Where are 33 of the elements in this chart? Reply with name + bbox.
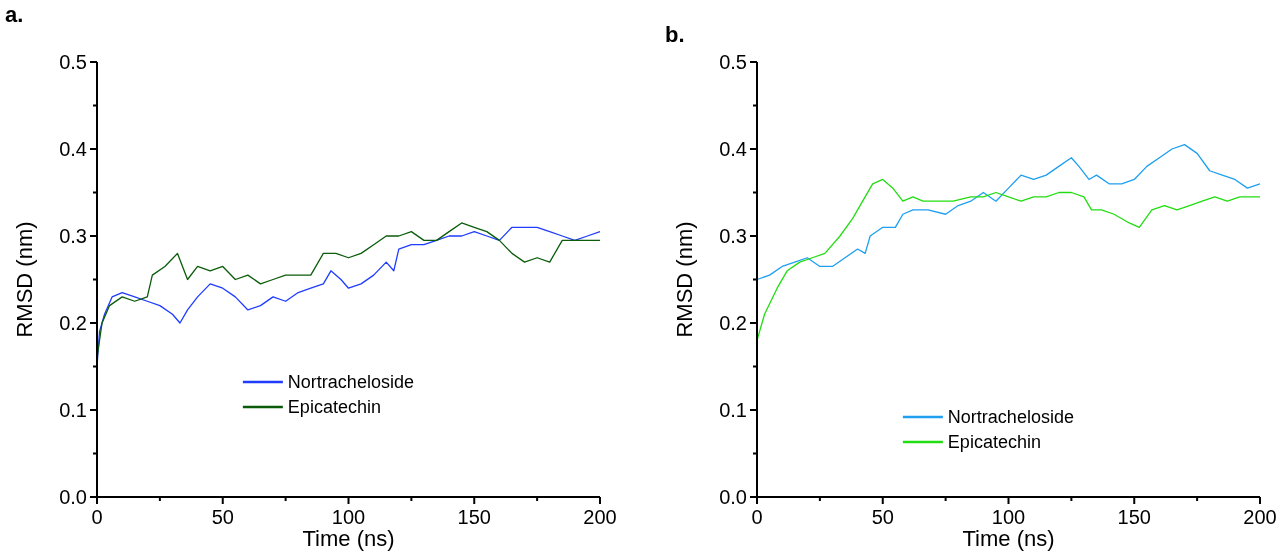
x-tick-label: 200 [583, 506, 617, 528]
y-tick-label: 0.4 [719, 138, 747, 160]
legend-label: Epicatechin [287, 397, 381, 417]
x-tick-label: 0 [751, 506, 763, 528]
y-tick-label: 0.2 [59, 312, 87, 334]
x-tick-label: 150 [457, 506, 491, 528]
x-tick-label: 0 [91, 506, 103, 528]
x-tick-label: 200 [1243, 506, 1277, 528]
text: a. [5, 2, 24, 27]
y-tick-label: 0.1 [59, 399, 87, 421]
x-axis-title: Time (ns) [302, 526, 395, 551]
line-series [756, 144, 1261, 281]
x-tick-label: 150 [1117, 506, 1151, 528]
y-tick-label: 0.3 [719, 225, 747, 247]
y-tick-label: 0.0 [719, 486, 747, 508]
x-tick-label: 100 [991, 506, 1026, 528]
y-tick-label: 0.5 [59, 51, 87, 73]
y-tick-label: 0.0 [59, 486, 87, 508]
y-axis-title: RMSD (nm) [672, 221, 697, 338]
text: b. [665, 22, 685, 47]
legend-label: Nortracheloside [287, 372, 414, 392]
y-tick-label: 0.3 [59, 225, 87, 247]
y-tick-label: 0.1 [719, 399, 747, 421]
x-tick-label: 50 [211, 506, 234, 528]
y-axis-title: RMSD (nm) [12, 221, 37, 338]
y-tick-label: 0.2 [719, 312, 747, 334]
legend-label: Epicatechin [947, 432, 1041, 452]
x-axis-title: Time (ns) [962, 526, 1055, 551]
x-tick-label: 100 [331, 506, 366, 528]
y-tick-label: 0.5 [719, 51, 747, 73]
x-tick-label: 50 [871, 506, 894, 528]
y-tick-label: 0.4 [59, 138, 87, 160]
legend-label: Nortracheloside [947, 407, 1074, 427]
